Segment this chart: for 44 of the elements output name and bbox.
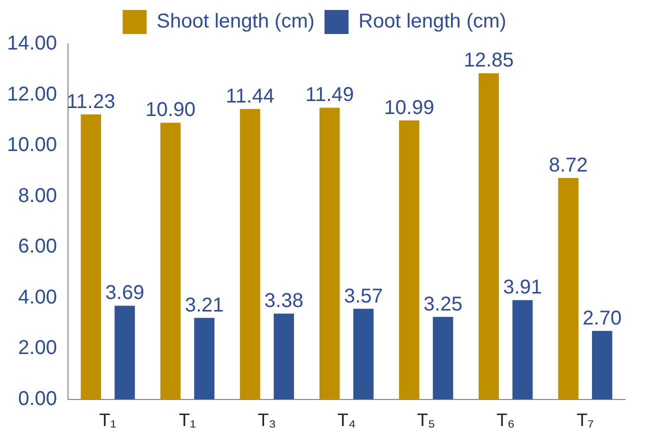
bar [114,306,135,400]
y-tick-label: 0.00 [18,388,58,410]
x-tick-label: T₃ [258,410,276,430]
bar [194,318,214,400]
y-tick-label: 8.00 [18,184,58,207]
y-tick-label: 10.00 [6,134,58,156]
bar [558,178,578,400]
y-tick-label: 12.00 [6,83,58,106]
y-tick-label: 6.00 [18,236,58,258]
bar [80,114,102,400]
legend-label: Shoot length (cm) [156,10,315,33]
x-tick-label: T₇ [576,410,594,430]
bar [274,314,294,400]
x-tick-label: T₆ [496,410,515,430]
legend-label: Root length (cm) [358,10,506,33]
bar [592,330,612,400]
data-label: 3.21 [184,294,224,316]
y-tick-label: 14.00 [6,32,58,55]
data-label: 3.91 [503,276,542,299]
data-label: 3.38 [264,290,304,312]
data-label: 3.25 [424,293,462,316]
bar [512,300,533,400]
data-label: 3.69 [105,282,144,304]
bar [478,73,499,400]
data-label: 12.85 [464,50,514,72]
bar [160,122,181,400]
x-tick-label: T₄ [337,410,356,430]
bar [319,108,340,400]
data-label: 11.44 [226,86,274,108]
data-label: 8.72 [548,154,588,177]
y-tick-label: 2.00 [18,337,58,360]
data-label: 11.49 [305,84,354,106]
data-label: 3.57 [344,285,383,308]
x-tick-label: T₅ [416,410,436,430]
data-label: 10.99 [384,96,434,119]
x-tick-label: T₁ [178,410,196,430]
bar [432,316,454,400]
x-tick-label: T₁ [99,410,116,430]
bar [240,108,260,400]
y-tick-label: 4.00 [18,286,58,308]
bar [399,120,420,400]
data-label: 2.70 [582,307,622,330]
bar [353,308,374,400]
data-label: 10.90 [145,99,196,122]
